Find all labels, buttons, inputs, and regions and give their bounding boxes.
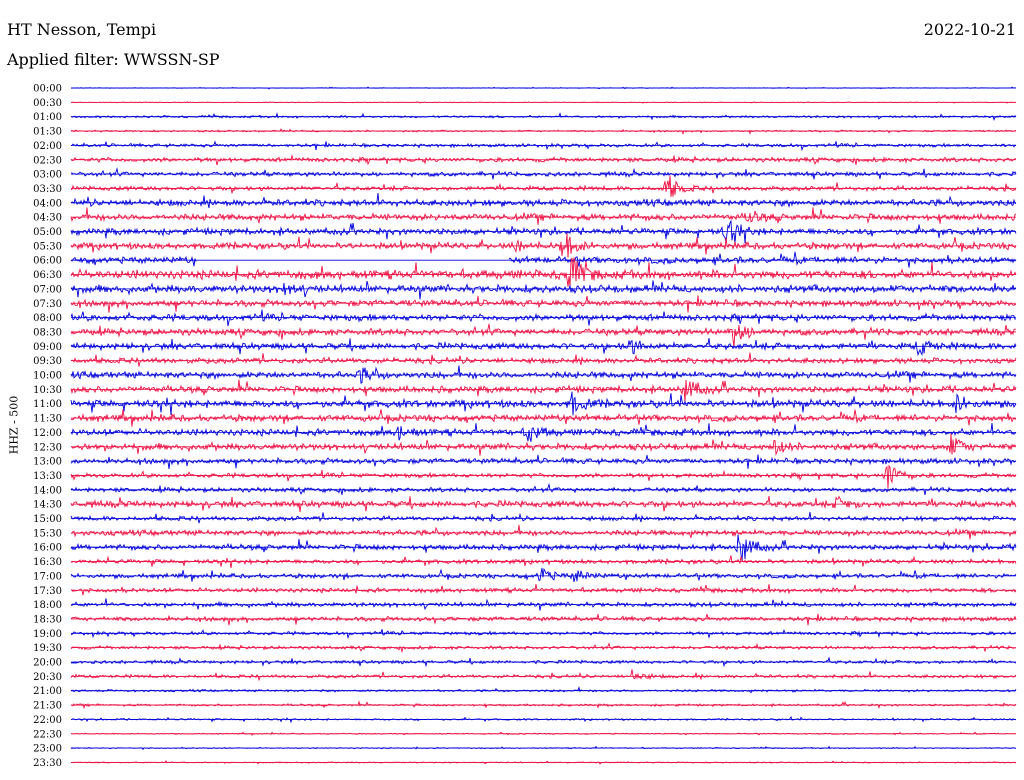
trace-row — [70, 352, 1017, 367]
trace-row — [70, 567, 1017, 583]
time-tick-label: 17:00 — [33, 571, 62, 582]
trace-row — [70, 524, 1017, 540]
date-label: 2022-10-21 — [923, 20, 1016, 39]
time-tick-label: 19:30 — [33, 643, 62, 654]
time-tick-label: 09:00 — [33, 342, 62, 353]
trace-row — [70, 365, 1017, 384]
time-tick-label: 19:00 — [33, 629, 62, 640]
time-tick-label: 14:00 — [33, 485, 62, 496]
time-tick-label: 05:30 — [33, 241, 62, 252]
time-tick-label: 00:00 — [33, 84, 62, 95]
trace-row — [70, 454, 1017, 469]
time-tick-label: 03:00 — [33, 170, 62, 181]
time-tick-label: 23:00 — [33, 744, 62, 755]
time-tick-label: 01:30 — [33, 127, 62, 138]
time-tick-label: 02:00 — [33, 141, 62, 152]
time-tick-label: 05:00 — [33, 227, 62, 238]
trace-row — [70, 323, 1017, 348]
trace-row — [70, 423, 1017, 442]
trace-row — [70, 192, 1017, 209]
time-tick-label: 14:30 — [33, 500, 62, 511]
time-tick-label: 11:00 — [33, 399, 62, 410]
time-tick-label: 17:30 — [33, 586, 62, 597]
time-tick-label: 01:00 — [33, 112, 62, 123]
time-tick-label: 20:30 — [33, 672, 62, 683]
time-tick-label: 07:00 — [33, 284, 62, 295]
time-tick-label: 21:30 — [33, 701, 62, 712]
time-tick-label: 20:00 — [33, 658, 62, 669]
trace-row — [70, 153, 1017, 166]
trace-row — [70, 686, 1017, 694]
trace-row — [70, 669, 1017, 682]
time-tick-label: 15:00 — [33, 514, 62, 525]
time-tick-label: 06:30 — [33, 270, 62, 281]
time-tick-label: 04:30 — [33, 213, 62, 224]
time-tick-label: 00:30 — [33, 98, 62, 109]
filter-label: Applied filter: WWSSN-SP — [7, 50, 220, 69]
time-tick-label: 08:00 — [33, 313, 62, 324]
time-tick-label: 13:30 — [33, 471, 62, 482]
trace-row — [70, 175, 1017, 197]
time-tick-label: 21:00 — [33, 686, 62, 697]
time-tick-label: 07:30 — [33, 299, 62, 310]
time-tick-label: 12:00 — [33, 428, 62, 439]
time-tick-label: 06:00 — [33, 256, 62, 267]
trace-row — [70, 207, 1017, 225]
time-tick-label: 16:00 — [33, 543, 62, 554]
trace-row — [70, 379, 1017, 403]
trace-row — [70, 295, 1017, 313]
time-tick-label: 18:30 — [33, 614, 62, 625]
time-tick-label: 23:30 — [33, 758, 62, 769]
station-title: HT Nesson, Tempi — [7, 20, 157, 39]
trace-row — [70, 482, 1017, 496]
time-tick-label: 16:30 — [33, 557, 62, 568]
time-tick-label: 04:00 — [33, 198, 62, 209]
trace-row — [70, 613, 1017, 626]
time-tick-label: 09:30 — [33, 356, 62, 367]
time-tick-label: 22:30 — [33, 729, 62, 740]
trace-row — [70, 251, 1017, 268]
trace-row — [70, 584, 1017, 596]
time-tick-label: 22:00 — [33, 715, 62, 726]
trace-row — [70, 534, 1017, 562]
trace-row — [70, 409, 1017, 427]
time-tick-label: 08:30 — [33, 327, 62, 338]
trace-row — [70, 433, 1017, 456]
trace-row — [70, 337, 1017, 357]
time-tick-label: 11:30 — [33, 414, 62, 425]
trace-row — [70, 511, 1017, 524]
trace-row — [70, 495, 1017, 513]
time-tick-label: 12:30 — [33, 442, 62, 453]
trace-row — [70, 257, 1017, 287]
time-tick-label: 10:00 — [33, 371, 62, 382]
time-tick-label: 15:30 — [33, 528, 62, 539]
time-tick-label: 13:00 — [33, 457, 62, 468]
time-tick-label: 02:30 — [33, 155, 62, 166]
time-tick-label: 10:30 — [33, 385, 62, 396]
trace-row — [70, 464, 1017, 489]
trace-row — [70, 219, 1017, 244]
trace-row — [70, 233, 1017, 258]
time-tick-label: 18:00 — [33, 600, 62, 611]
trace-row — [70, 280, 1017, 300]
time-tick-label: 03:30 — [33, 184, 62, 195]
